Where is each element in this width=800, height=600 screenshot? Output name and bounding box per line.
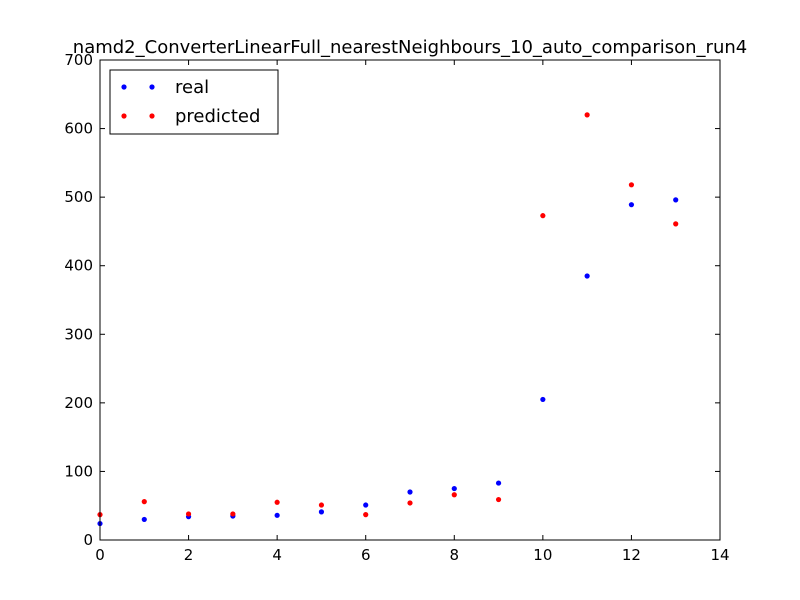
series-0-point-12 (628, 202, 635, 208)
series-0-point-4 (274, 512, 280, 518)
y-tick-label-6: 600 (64, 120, 93, 138)
series-1-point-1 (141, 499, 147, 505)
legend-marker-1-a (121, 113, 127, 119)
series-1-point-7 (407, 500, 413, 506)
axes-frame (99, 59, 721, 541)
legend-marker-0-b (149, 84, 155, 90)
y-tick-label-2: 200 (64, 394, 93, 412)
x-tick-label-6: 12 (622, 546, 641, 564)
series-0-point-8 (451, 485, 457, 492)
legend-box (109, 69, 279, 135)
series-1-point-13 (673, 221, 679, 227)
x-tick-label-1: 2 (184, 546, 194, 564)
series-0-point-13 (673, 197, 679, 203)
plot-area: 0 2 4 6 8 10 12 14 0 100 200 300 400 500 600 700 real pre… (64, 51, 729, 564)
x-tick-label-5: 10 (533, 546, 552, 564)
y-tick-label-5: 500 (64, 188, 93, 206)
series-0-point-1 (141, 516, 147, 523)
series-1-point-12 (628, 182, 635, 188)
y-tick-label-4: 400 (64, 257, 93, 275)
y-tick-label-1: 100 (64, 462, 93, 480)
x-tick-label-3: 6 (361, 546, 371, 564)
x-tick-label-0: 0 (95, 546, 105, 564)
series-1-point-3 (230, 511, 236, 517)
chart-title: namd2_ConverterLinearFull_nearestNeighbo… (73, 37, 747, 58)
y-tick-label-0: 0 (83, 531, 93, 549)
legend-label-predicted: predicted (175, 106, 260, 127)
series-1-point-2 (185, 511, 192, 517)
series-0-point-9 (495, 480, 502, 486)
series-1-point-9 (495, 496, 502, 503)
y-tick-label-7: 700 (64, 51, 93, 69)
series-1-point-8 (451, 492, 457, 498)
series-0-point-10 (540, 396, 546, 403)
series-0-point-11 (584, 273, 590, 279)
series-0-point-5 (318, 509, 325, 515)
data-points (97, 112, 679, 527)
legend: real predicted (109, 69, 279, 135)
series-1-point-10 (540, 213, 546, 219)
legend-marker-0-a (121, 84, 127, 90)
legend-label-real: real (175, 77, 209, 98)
series-1-point-11 (584, 112, 590, 118)
legend-marker-1-b (149, 113, 155, 119)
y-tick-label-3: 300 (64, 325, 93, 343)
series-1-point-4 (274, 499, 280, 505)
x-tick-label-7: 14 (710, 546, 729, 564)
series-0-point-7 (407, 489, 413, 495)
series-1-point-6 (363, 512, 369, 518)
series-1-point-5 (318, 502, 325, 508)
series-0-point-6 (363, 502, 369, 508)
x-tick-label-2: 4 (272, 546, 282, 564)
x-tick-label-4: 8 (450, 546, 460, 564)
